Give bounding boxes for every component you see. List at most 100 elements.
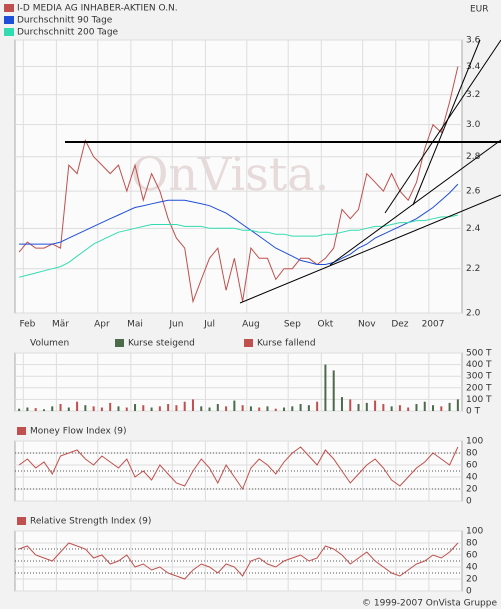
volume-bar (448, 402, 451, 411)
y-tick-label: 400 T (466, 360, 492, 370)
x-tick-label: Mär (52, 320, 69, 330)
volume-bar (208, 407, 211, 411)
line (18, 542, 459, 580)
y-tick-label: 100 T (466, 395, 492, 405)
volume-bar (241, 405, 244, 411)
legend-label: I-D MEDIA AG INHABER-AKTIEN O.N. (17, 4, 178, 14)
volume-bar (432, 405, 435, 411)
trend-lines (65, 39, 501, 304)
volume-bar (316, 401, 319, 411)
volume-bar (299, 404, 302, 411)
volume-panel (14, 352, 463, 412)
volume-bar (76, 401, 79, 411)
volume-bar (225, 406, 228, 411)
legend-label: Kurse fallend (257, 339, 316, 349)
volume-bar (307, 405, 310, 411)
volume-bar (100, 407, 103, 411)
volume-bar (125, 407, 128, 411)
y-tick-label: 3.4 (466, 62, 481, 72)
line (18, 446, 459, 491)
panel-title: Volumen (30, 339, 69, 349)
x-tick-label: Jun (168, 320, 183, 330)
volume-bar (340, 397, 343, 411)
legend-swatch (4, 28, 14, 36)
watermark: OnVista. (131, 147, 330, 201)
volume-bar (117, 406, 120, 411)
price-panel (14, 39, 463, 314)
volume-bar (349, 399, 352, 411)
y-tick-label: 100 (466, 437, 483, 447)
volume-bar (18, 408, 21, 411)
volume-bar (407, 407, 410, 411)
y-tick-label: 2.0 (466, 309, 481, 319)
legend-swatch (4, 16, 14, 24)
volume-bar (26, 407, 29, 411)
legend-swatch (17, 517, 26, 525)
volume-bar (67, 407, 70, 411)
volume-bar (150, 407, 153, 411)
legend-swatch (244, 339, 253, 347)
volume-bar (274, 408, 277, 411)
y-tick-label: 500 T (466, 349, 492, 359)
panel-title: Money Flow Index (9) (30, 427, 127, 437)
volume-bar (456, 399, 459, 411)
volume-bar (415, 404, 418, 411)
volume-bar (142, 405, 145, 411)
y-tick-label: 40 (466, 473, 478, 483)
x-tick-label: Jul (203, 320, 215, 330)
volume-bar (134, 404, 137, 411)
volume-bar (92, 406, 95, 411)
mfi-panel (14, 440, 463, 502)
x-tick-label: Sep (284, 320, 301, 330)
trend-line (384, 39, 501, 214)
y-tick-label: 0 T (466, 407, 481, 417)
volume-bar (191, 399, 194, 411)
volume-bar (175, 405, 178, 411)
legend-swatch (115, 339, 124, 347)
y-tick-label: 3.0 (466, 120, 481, 130)
y-tick-label: 60 (466, 461, 478, 471)
y-tick-label: 100 (466, 527, 483, 537)
y-tick-label: 20 (466, 485, 478, 495)
y-tick-label: 2.6 (466, 187, 481, 197)
volume-bar (42, 409, 45, 411)
y-tick-label: 60 (466, 551, 478, 561)
trend-line (412, 39, 481, 206)
panel-title: Relative Strength Index (9) (30, 517, 151, 527)
volume-bar (382, 404, 385, 411)
volume-bar (183, 401, 186, 411)
x-tick-label: Feb (19, 320, 35, 330)
x-tick-label: Nov (358, 320, 376, 330)
volume-bar (398, 405, 401, 411)
legend-label: Kurse steigend (128, 339, 195, 349)
volume-bar (291, 406, 294, 411)
volume-bar (51, 406, 54, 411)
volume-bar (365, 402, 368, 411)
rsi-panel (14, 530, 463, 592)
y-tick-label: 2.2 (466, 264, 480, 274)
volume-bar (249, 406, 252, 411)
volume-bar (423, 401, 426, 411)
y-tick-label: 0 (466, 497, 472, 507)
volume-bar (266, 406, 269, 411)
footer: © 1999-2007 OnVista Gruppe (362, 599, 497, 609)
x-tick-label: Mai (127, 320, 143, 330)
y-tick-label: 3.6 (466, 36, 481, 46)
volume-bar (59, 404, 62, 411)
currency: EUR (470, 5, 489, 15)
y-tick-label: 0 (466, 587, 472, 597)
volume-bar (440, 406, 443, 411)
y-tick-label: 80 (466, 539, 478, 549)
volume-bar (374, 400, 377, 411)
volume-bar (84, 405, 87, 411)
line (19, 183, 459, 265)
y-tick-label: 80 (466, 449, 478, 459)
line (18, 214, 459, 278)
legend-swatch (17, 427, 26, 435)
volume-bar (324, 364, 327, 411)
y-tick-label: 20 (466, 575, 478, 585)
line (18, 66, 459, 304)
volume-bar (233, 400, 236, 411)
y-tick-label: 2.8 (466, 152, 481, 162)
